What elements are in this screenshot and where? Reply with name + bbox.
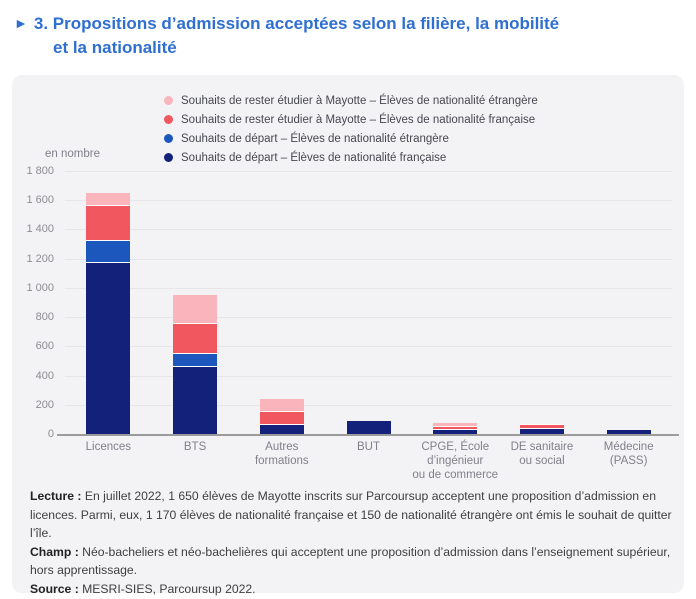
bar-4 bbox=[433, 423, 478, 434]
bar-0 bbox=[86, 192, 131, 434]
bar-segment bbox=[173, 366, 218, 434]
gridline bbox=[65, 258, 672, 260]
bar-segment bbox=[86, 241, 131, 264]
bar-segment bbox=[519, 428, 564, 434]
x-tick-label: Licences bbox=[85, 441, 132, 453]
figure-title-line1: ► 3. Propositions d’admission acceptées s… bbox=[14, 12, 682, 36]
bar-5 bbox=[519, 423, 564, 434]
gridline bbox=[65, 200, 672, 202]
gridline bbox=[65, 287, 672, 289]
bars-row bbox=[65, 171, 672, 434]
bar-segment bbox=[86, 206, 131, 242]
bar-segment bbox=[346, 420, 391, 434]
bar-segment bbox=[259, 398, 304, 413]
gridline bbox=[65, 346, 672, 348]
bar-segment bbox=[173, 353, 218, 367]
figure-title-line2: et la nationalité bbox=[53, 38, 177, 57]
x-tick-label: Autres formations bbox=[254, 441, 309, 467]
x-axis-labels: Licences BTS Autres formations BUT CPGE, Écol… bbox=[65, 440, 672, 482]
bar-slot bbox=[238, 171, 325, 434]
bar-segment bbox=[519, 423, 564, 426]
figure-title-text: 3. Propositions d’admission acceptées se… bbox=[33, 14, 560, 33]
note-champ: Champ : Néo-bacheliers et néo-bachelière… bbox=[30, 545, 670, 578]
x-tick-label: BTS bbox=[183, 441, 207, 453]
legend-dot-red bbox=[164, 115, 173, 124]
plot-area bbox=[65, 171, 672, 434]
bar-segment bbox=[259, 412, 304, 426]
note-lecture-text: En juillet 2022, 1 650 élèves de Mayotte… bbox=[30, 489, 672, 540]
title-arrow-icon: ► bbox=[14, 15, 28, 31]
note-champ-label: Champ : bbox=[30, 544, 79, 559]
y-tick-label: 800 bbox=[35, 311, 54, 324]
legend-label: Souhaits de rester étudier à Mayotte – É… bbox=[181, 113, 536, 126]
gridline bbox=[65, 229, 672, 231]
y-tick-label: 1 400 bbox=[26, 223, 54, 236]
legend: Souhaits de rester étudier à Mayotte – É… bbox=[164, 91, 538, 167]
bar-segment bbox=[519, 425, 564, 429]
y-tick-label: 200 bbox=[35, 398, 54, 411]
legend-dot-navy bbox=[164, 153, 173, 162]
x-axis-line bbox=[57, 434, 679, 436]
gridline bbox=[65, 375, 672, 377]
legend-label: Souhaits de départ – Élèves de nationali… bbox=[181, 132, 449, 145]
bar-segment bbox=[86, 263, 131, 434]
gridline bbox=[65, 317, 672, 319]
y-axis: 0 200 400 600 800 1 000 1 200 1 400 1 600 1 800 bbox=[12, 165, 54, 440]
chart-panel: Souhaits de rester étudier à Mayotte – É… bbox=[12, 75, 684, 596]
y-tick-label: 1 200 bbox=[26, 252, 54, 265]
gridline bbox=[65, 171, 672, 172]
bar-6 bbox=[606, 430, 651, 434]
bar-segment bbox=[606, 430, 651, 434]
note-source: Source : MESRI-SIES, Parcoursup 2022. bbox=[30, 582, 256, 596]
figure-title: ► 3. Propositions d’admission acceptées s… bbox=[14, 12, 682, 60]
x-tick-label: CPGE, École d’ingénieur ou de commerce bbox=[412, 441, 499, 481]
x-tick-label: DE sanitaire ou social bbox=[510, 441, 574, 467]
note-lecture: Lecture : En juillet 2022, 1 650 élèves … bbox=[30, 489, 672, 540]
note-champ-text: Néo-bacheliers et néo-bachelières qui ac… bbox=[30, 544, 671, 578]
bar-segment bbox=[433, 423, 478, 427]
note-source-text: MESRI-SIES, Parcoursup 2022. bbox=[78, 581, 256, 596]
y-tick-label: 0 bbox=[47, 428, 54, 440]
legend-dot-pink bbox=[164, 96, 173, 105]
note-source-label: Source : bbox=[30, 581, 79, 596]
bar-slot bbox=[65, 171, 152, 434]
bar-slot bbox=[152, 171, 239, 434]
legend-label: Souhaits de départ – Élèves de nationali… bbox=[181, 151, 447, 164]
y-tick-label: 1 800 bbox=[26, 165, 54, 177]
bar-1 bbox=[173, 295, 218, 434]
y-tick-label: 1 600 bbox=[26, 194, 54, 207]
y-axis-unit-label: en nombre bbox=[45, 148, 100, 160]
bar-segment bbox=[173, 324, 218, 354]
x-tick-label: Médecine (PASS) bbox=[603, 441, 654, 467]
bar-segment bbox=[433, 429, 478, 434]
bar-segment bbox=[433, 426, 478, 430]
figure-notes: Lecture : En juillet 2022, 1 650 élèves … bbox=[30, 487, 678, 598]
bar-segment bbox=[86, 192, 131, 207]
bar-2 bbox=[259, 398, 304, 434]
legend-item: Souhaits de départ – Élèves de nationali… bbox=[164, 129, 538, 148]
bar-slot bbox=[585, 171, 672, 434]
note-lecture-label: Lecture : bbox=[30, 489, 82, 503]
legend-dot-blue bbox=[164, 134, 173, 143]
y-tick-label: 400 bbox=[35, 369, 54, 382]
legend-item: Souhaits de rester étudier à Mayotte – É… bbox=[164, 110, 538, 129]
y-tick-label: 1 000 bbox=[26, 281, 54, 294]
legend-label: Souhaits de rester étudier à Mayotte – É… bbox=[181, 94, 538, 107]
bar-slot bbox=[412, 171, 499, 434]
bar-3 bbox=[346, 420, 391, 434]
gridline bbox=[65, 404, 672, 406]
y-tick-label: 600 bbox=[35, 340, 54, 353]
legend-item: Souhaits de départ – Élèves de nationali… bbox=[164, 148, 538, 167]
bar-slot bbox=[499, 171, 586, 434]
bar-segment bbox=[259, 425, 304, 434]
x-tick-label: BUT bbox=[357, 441, 381, 453]
bar-slot bbox=[325, 171, 412, 434]
bar-segment bbox=[173, 295, 218, 325]
legend-item: Souhaits de rester étudier à Mayotte – É… bbox=[164, 91, 538, 110]
